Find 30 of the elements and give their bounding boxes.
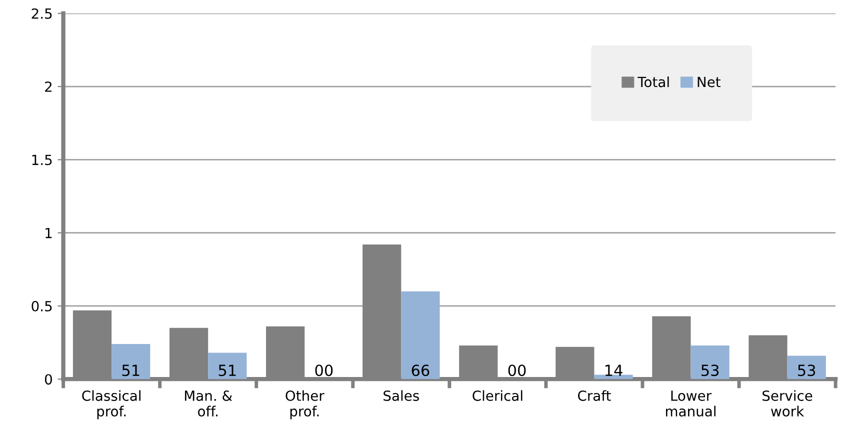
legend-label: Total — [638, 76, 669, 88]
bar — [594, 374, 633, 380]
x-tick-label: Lower manual — [666, 390, 716, 417]
bar — [208, 352, 247, 380]
x-tick-label: Classical prof. — [82, 390, 140, 420]
bar — [112, 344, 150, 380]
annotation: 51 — [218, 364, 236, 376]
x-tick-label: Service work — [762, 390, 812, 417]
annotation: 66 — [412, 364, 430, 376]
x-tick-label: Man. & off. — [184, 390, 232, 417]
annotation: 00 — [315, 364, 333, 376]
bar — [787, 356, 826, 380]
x-tick-label: Other prof. — [286, 390, 324, 420]
annotation: 00 — [508, 364, 526, 376]
legend-label: Net — [698, 76, 720, 88]
annotation: 53 — [702, 364, 719, 376]
annotation: 14 — [605, 364, 622, 376]
y-tick-label: 2.5 — [32, 8, 52, 19]
bar — [690, 345, 730, 380]
y-tick-label: 1 — [46, 228, 52, 238]
y-tick-label: 2 — [45, 81, 52, 92]
y-tick-label: 0.5 — [32, 300, 52, 312]
y-tick-label: 1.5 — [32, 154, 52, 166]
annotation: 53 — [798, 364, 816, 376]
bar — [401, 291, 440, 380]
annotation: 51 — [122, 364, 140, 376]
y-tick-label: 0 — [44, 374, 52, 385]
x-tick-label: Sales — [384, 390, 419, 401]
x-tick-label: Clerical — [472, 390, 522, 401]
x-tick-label: Craft — [578, 390, 611, 401]
